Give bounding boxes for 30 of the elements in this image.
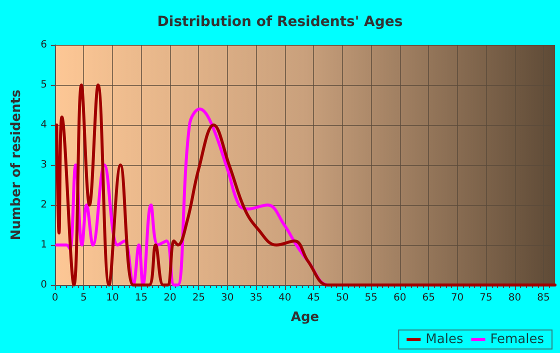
x-tick-label: 0: [52, 292, 58, 304]
x-tick-label: 80: [508, 292, 522, 304]
x-tick-label: 30: [221, 292, 234, 304]
y-axis-title: Number of residents: [9, 89, 24, 240]
legend-label: Males: [426, 332, 464, 347]
y-tick-label: 2: [40, 200, 47, 210]
x-tick-label: 45: [307, 292, 320, 304]
x-tick-label: 75: [480, 292, 492, 304]
x-axis-title: Age: [290, 310, 320, 325]
x-tick-label: 40: [278, 292, 292, 304]
y-tick-label: 5: [40, 80, 47, 90]
legend-label: Females: [490, 332, 544, 347]
x-tick-label: 50: [336, 292, 349, 304]
x-tick-label: 70: [450, 292, 464, 304]
y-tick-label: 1: [40, 240, 47, 250]
x-tick-label: 65: [422, 292, 435, 304]
x-tick-label: 35: [250, 292, 263, 304]
x-tick-label: 60: [393, 292, 406, 304]
y-tick-label: 3: [40, 160, 47, 170]
chart-title: Distribution of Residents' Ages: [157, 14, 403, 30]
y-tick-label: 4: [40, 120, 47, 130]
y-tick-label: 0: [40, 280, 47, 290]
y-tick-label: 6: [40, 40, 47, 50]
x-tick-label: 55: [364, 292, 378, 304]
x-tick-label: 85: [537, 292, 550, 304]
x-tick-label: 10: [106, 292, 119, 304]
x-tick-label: 20: [164, 292, 176, 304]
x-tick-label: 25: [192, 292, 206, 304]
x-tick-label: 15: [134, 292, 148, 304]
x-tick-label: 5: [80, 292, 87, 304]
